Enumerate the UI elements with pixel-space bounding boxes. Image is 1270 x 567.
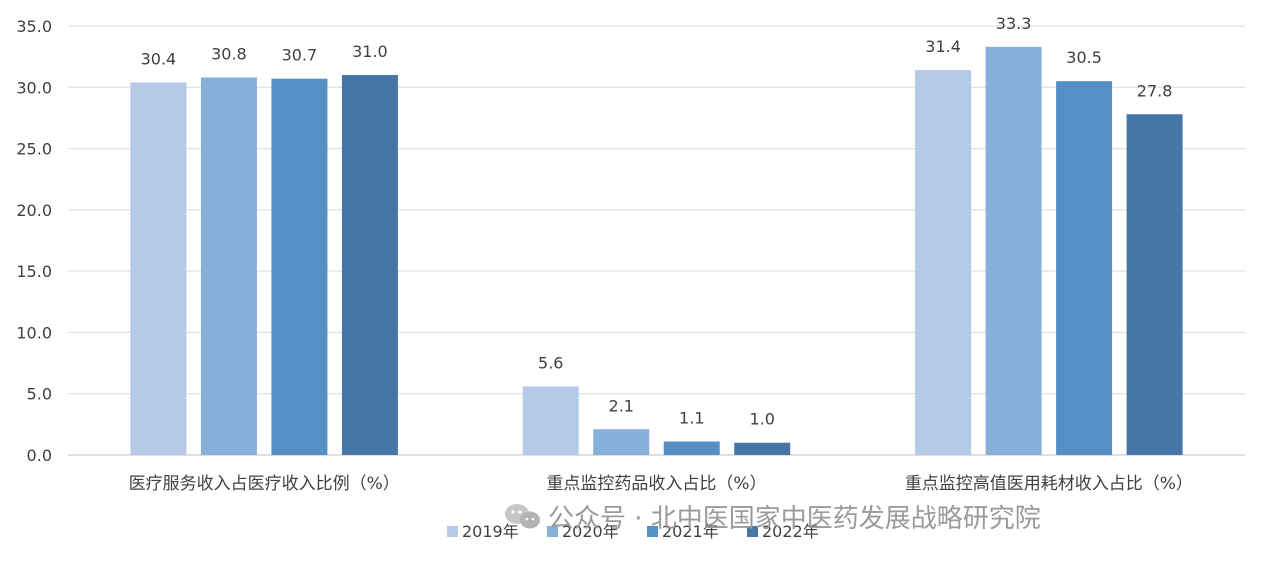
bar bbox=[1056, 81, 1113, 456]
bar bbox=[1126, 114, 1183, 455]
data-label: 27.8 bbox=[1137, 81, 1173, 100]
y-tick-label: 20.0 bbox=[16, 201, 52, 220]
y-tick-label: 10.0 bbox=[16, 323, 52, 342]
y-tick-label: 35.0 bbox=[16, 17, 52, 36]
y-tick-label: 30.0 bbox=[16, 78, 52, 97]
bar bbox=[341, 75, 398, 456]
gridlines bbox=[68, 25, 1245, 456]
y-tick-label: 15.0 bbox=[16, 262, 52, 281]
y-tick-label: 5.0 bbox=[27, 385, 52, 404]
bar bbox=[593, 429, 650, 455]
bar bbox=[200, 77, 257, 455]
x-category-label: 重点监控药品收入占比（%） bbox=[546, 474, 766, 494]
watermark: 公众号 · 北中医国家中医药发展战略研究院 bbox=[505, 504, 1041, 534]
bar bbox=[663, 441, 720, 455]
bar bbox=[734, 442, 791, 455]
y-tick-label: 0.0 bbox=[27, 446, 52, 465]
data-label: 1.1 bbox=[679, 409, 704, 428]
data-label: 5.6 bbox=[538, 353, 563, 372]
x-category-label: 医疗服务收入占医疗收入比例（%） bbox=[129, 474, 400, 494]
legend-label: 2019年 bbox=[462, 522, 519, 541]
data-labels: 30.4 30.8 30.7 31.0 5.6 2.1 1.1 1.0 31.4 33.3 30.5… bbox=[141, 14, 1173, 429]
watermark-text: 公众号 · 北中医国家中医药发展战略研究院 bbox=[548, 504, 1041, 534]
legend-swatch bbox=[547, 526, 558, 537]
legend-label: 2021年 bbox=[662, 522, 719, 541]
y-tick-label: 25.0 bbox=[16, 140, 52, 159]
legend-label: 2020年 bbox=[562, 522, 619, 541]
bar bbox=[985, 46, 1042, 455]
bar bbox=[915, 70, 972, 455]
bar bbox=[271, 78, 328, 455]
bar bbox=[522, 386, 579, 455]
data-label: 1.0 bbox=[750, 410, 775, 429]
legend-swatch bbox=[447, 526, 458, 537]
legend-swatch bbox=[747, 526, 758, 537]
legend-swatch bbox=[647, 526, 658, 537]
x-axis: 医疗服务收入占医疗收入比例（%） 重点监控药品收入占比（%） 重点监控高值医用耗材收… bbox=[129, 474, 1193, 494]
data-label: 30.7 bbox=[282, 46, 318, 65]
bars bbox=[130, 46, 1183, 456]
data-label: 31.4 bbox=[925, 37, 961, 56]
data-label: 2.1 bbox=[609, 396, 634, 415]
bar bbox=[130, 82, 187, 455]
legend-label: 2022年 bbox=[762, 522, 819, 541]
data-label: 30.4 bbox=[141, 49, 177, 68]
wechat-icon bbox=[505, 504, 540, 529]
data-label: 30.5 bbox=[1066, 48, 1102, 67]
data-label: 30.8 bbox=[211, 44, 247, 63]
y-axis: 0.0 5.0 10.0 15.0 20.0 25.0 30.0 35.0 bbox=[16, 17, 52, 465]
data-label: 33.3 bbox=[996, 14, 1032, 33]
x-category-label: 重点监控高值医用耗材收入占比（%） bbox=[905, 474, 1193, 494]
legend: 2019年 2020年 2021年 2022年 bbox=[447, 522, 819, 541]
data-label: 31.0 bbox=[352, 42, 388, 61]
